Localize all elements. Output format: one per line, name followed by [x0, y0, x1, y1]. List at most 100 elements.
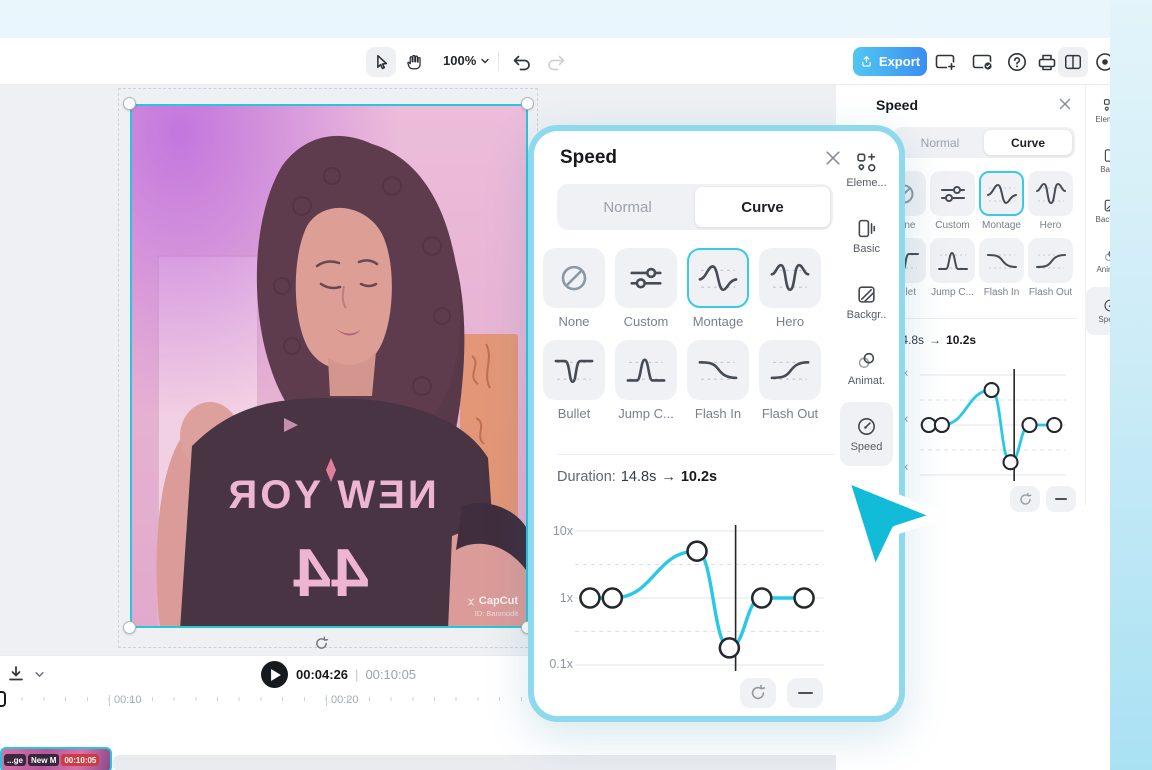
zoom-level-dropdown[interactable]: 100% [443, 53, 490, 68]
speed-icon [856, 416, 877, 437]
help-button[interactable] [1006, 51, 1028, 73]
playhead-handle[interactable] [0, 691, 6, 707]
hand-tool-button[interactable] [400, 47, 430, 77]
duration-label: Duration: [557, 469, 616, 485]
export-button[interactable]: Export [853, 47, 927, 76]
tab-curve[interactable]: Curve [695, 187, 830, 227]
play-button[interactable] [261, 661, 288, 688]
speed-preset-flash-out[interactable] [759, 340, 821, 400]
flash-in-curve-icon [985, 247, 1019, 275]
popup-close-button[interactable] [824, 149, 842, 167]
nav-item-backgr[interactable]: Backgr.. [840, 270, 893, 334]
none-icon [552, 260, 596, 296]
popup-title: Speed [560, 147, 618, 168]
nav-item-speed[interactable]: Speed [1086, 287, 1110, 335]
arrow-right-icon: → [661, 469, 676, 485]
tab-normal[interactable]: Normal [920, 135, 960, 150]
timecode: 00:04:26 | 00:10:05 [296, 667, 416, 682]
speed-preset-hero[interactable] [1028, 171, 1073, 216]
split-columns-icon [1065, 54, 1081, 70]
flash-out-curve-icon [768, 352, 812, 388]
nav-item-speed[interactable]: Speed [840, 402, 893, 466]
minus-icon [797, 692, 813, 694]
y-axis-label-1x: 1x [559, 591, 573, 605]
arrow-right-icon: → [929, 333, 942, 347]
mirror-to-device-button[interactable] [934, 51, 956, 73]
printer-button[interactable] [1036, 51, 1058, 73]
timeline-track [112, 755, 856, 770]
undo-button[interactable] [510, 51, 532, 73]
reset-icon [751, 684, 766, 700]
close-icon [1059, 98, 1071, 110]
speed-preset-montage[interactable] [687, 248, 749, 308]
jump-curve-icon [624, 352, 668, 388]
speed-curve-graph[interactable] [868, 361, 1080, 481]
reset-curve-button[interactable] [740, 678, 776, 708]
timeline-ruler[interactable] [0, 697, 878, 701]
animation-icon [856, 350, 877, 371]
nav-item-basic[interactable]: Basic [1086, 137, 1110, 185]
clip-badge: ...ge [4, 754, 27, 766]
clip-duration-badge: 00:10:05 [61, 754, 100, 766]
secure-display-button[interactable] [971, 51, 993, 73]
decorative-band [1110, 0, 1152, 770]
download-options-button[interactable] [34, 669, 45, 680]
reset-curve-button[interactable] [1010, 486, 1040, 512]
selection-handle-top-left[interactable] [123, 97, 136, 110]
capcut-logo-icon [466, 597, 475, 606]
background-icon [1103, 198, 1110, 213]
divider [874, 318, 1078, 319]
download-button[interactable] [6, 664, 26, 684]
flash-out-curve-icon [1034, 247, 1068, 275]
speed-preset-flash-in[interactable] [687, 340, 749, 400]
nav-item-eleme[interactable]: Eleme... [1086, 87, 1110, 135]
video-preview[interactable]: NEW YOR 44 CapCut ID: Banmodit [130, 104, 528, 628]
tab-curve[interactable]: Curve [984, 130, 1072, 155]
speed-mode-tabs: Normal Curve [557, 184, 833, 230]
animation-icon [1103, 248, 1110, 263]
printer-icon [1038, 54, 1056, 71]
rotate-handle[interactable] [314, 636, 329, 651]
speed-preset-flash-out[interactable] [1028, 238, 1073, 283]
video-clip[interactable]: ...ge New M 00:10:05 [0, 747, 112, 770]
display-shield-icon [972, 54, 993, 71]
reset-icon [1019, 492, 1031, 505]
hero-curve-icon [1034, 180, 1068, 208]
divider [557, 454, 835, 455]
panel-title: Speed [876, 97, 919, 113]
redo-button[interactable] [546, 51, 568, 73]
remove-point-button[interactable] [787, 678, 823, 708]
speed-preset-montage[interactable] [979, 171, 1024, 216]
speed-preset-custom[interactable] [615, 248, 677, 308]
speed-preset-custom[interactable] [930, 171, 975, 216]
nav-item-animat[interactable]: Animat. [840, 336, 893, 400]
chevron-down-icon [481, 58, 489, 63]
hero-curve-icon [768, 260, 812, 296]
elements-icon [1103, 98, 1111, 113]
basic-icon [1103, 148, 1110, 163]
export-label: Export [878, 54, 921, 69]
nav-item-basic[interactable]: Basic [840, 204, 893, 268]
tab-normal[interactable]: Normal [603, 198, 652, 216]
help-circle-icon [1008, 53, 1026, 71]
panel-close-button[interactable] [1058, 97, 1074, 113]
nav-item-animat[interactable]: Animat. [1086, 237, 1110, 285]
speed-preset-none[interactable] [543, 248, 605, 308]
nav-item-backgr[interactable]: Backgr.. [1086, 187, 1110, 235]
speed-preset-flash-in[interactable] [979, 238, 1024, 283]
display-add-icon [935, 54, 956, 72]
speed-preset-bullet[interactable] [543, 340, 605, 400]
speed-preset-hero[interactable] [759, 248, 821, 308]
speed-preset-jump-c[interactable] [615, 340, 677, 400]
select-tool-button[interactable] [366, 47, 396, 77]
video-frame-art: NEW YOR 44 [132, 106, 526, 626]
total-time: 00:10:05 [365, 667, 417, 682]
selection-handle-top-right[interactable] [521, 97, 534, 110]
remove-point-button[interactable] [1046, 486, 1076, 512]
nav-item-eleme[interactable]: Eleme... [840, 138, 893, 202]
speed-preset-jump-c[interactable] [930, 238, 975, 283]
speed-curve-graph[interactable] [536, 516, 836, 678]
export-upload-icon [862, 56, 871, 67]
selection-handle-bottom-left[interactable] [123, 621, 136, 634]
toggle-panel-button[interactable] [1058, 47, 1088, 77]
